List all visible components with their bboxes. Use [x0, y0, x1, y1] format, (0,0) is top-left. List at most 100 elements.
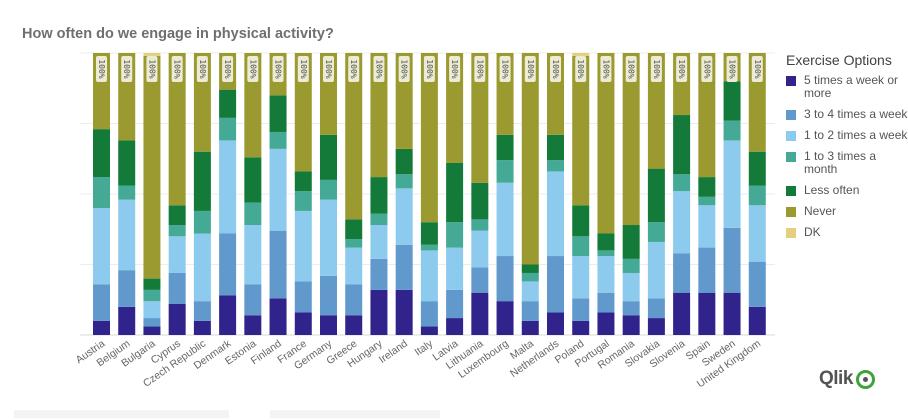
legend-item[interactable]: 1 to 2 times a week: [786, 129, 908, 142]
bar-segment: [270, 298, 287, 335]
bar-stack: 100%: [648, 53, 665, 335]
bar-segment: [623, 259, 640, 273]
bar-segment: [295, 171, 312, 191]
bar-segment: [320, 276, 337, 315]
total-label: 100%: [753, 59, 762, 78]
bar-segment: [471, 293, 488, 335]
logo-text: Qlik: [819, 368, 853, 390]
total-label: 100%: [400, 59, 409, 78]
bar-segment: [345, 315, 362, 335]
bar-segment: [143, 56, 160, 279]
total-label: 100%: [324, 59, 333, 78]
bar-segment: [93, 177, 110, 208]
bar-segment: [724, 293, 741, 335]
bar-segment: [194, 321, 211, 335]
bar-segment: [471, 183, 488, 220]
bars: 100% 100% 100% 100% 100% 100% 100% 100% 100% 100%…: [93, 53, 766, 335]
bar-segment: [648, 169, 665, 223]
bar-segment: [749, 307, 766, 335]
total-label: 100%: [450, 59, 459, 78]
bar-segment: [421, 222, 438, 245]
bar-segment: [345, 248, 362, 285]
faint-artifact: [270, 410, 440, 418]
bar-segment: [446, 290, 463, 318]
bar-segment: [648, 318, 665, 335]
bar-segment: [169, 205, 186, 225]
bar-segment: [648, 242, 665, 298]
legend-label: DK: [804, 226, 821, 239]
bar-segment: [623, 315, 640, 335]
bar-segment: [597, 250, 614, 256]
bar-segment: [572, 298, 589, 321]
total-label: 100%: [601, 59, 610, 78]
legend-label: 1 to 2 times a week: [804, 129, 907, 142]
total-label: 100%: [551, 59, 560, 78]
bar-segment: [396, 174, 413, 188]
bar-segment: [118, 200, 135, 271]
bar-stack: 100%: [421, 53, 438, 335]
total-label: 100%: [147, 59, 156, 78]
bar-stack: 100%: [698, 53, 715, 335]
bar-segment: [345, 219, 362, 239]
bar-segment: [648, 222, 665, 242]
bar-segment: [446, 222, 463, 247]
bar-segment: [143, 53, 160, 56]
bar-segment: [396, 188, 413, 244]
bar-stack: 100%: [244, 53, 261, 335]
bar-segment: [471, 219, 488, 230]
bar-segment: [572, 236, 589, 256]
bar-segment: [93, 208, 110, 284]
bar-stack: 100%: [446, 53, 463, 335]
bar-segment: [270, 132, 287, 149]
legend-item[interactable]: 3 to 4 times a week: [786, 108, 908, 121]
qlik-q-icon: [856, 370, 875, 389]
bar-segment: [522, 273, 539, 281]
bar-segment: [497, 160, 514, 183]
bar-segment: [421, 250, 438, 301]
bar-segment: [673, 174, 690, 191]
bar-segment: [244, 157, 261, 202]
bar-stack: 100%: [370, 53, 387, 335]
bar-stack: 100%: [597, 53, 614, 335]
bar-segment: [698, 177, 715, 197]
bar-segment: [270, 231, 287, 299]
bar-segment: [421, 301, 438, 326]
bar-segment: [547, 312, 564, 335]
bar-segment: [320, 200, 337, 276]
bar-stack: 100%: [219, 53, 236, 335]
bar-stack: 100%: [497, 53, 514, 335]
total-label: 100%: [349, 59, 358, 78]
total-label: 100%: [702, 59, 711, 78]
legend-item[interactable]: Never: [786, 205, 908, 218]
bar-segment: [143, 279, 160, 290]
legend: Exercise Options 5 times a week or more3…: [786, 52, 908, 247]
bar-segment: [522, 53, 539, 265]
legend-item[interactable]: Less often: [786, 184, 908, 197]
legend-item[interactable]: DK: [786, 226, 908, 239]
bar-segment: [118, 140, 135, 185]
bar-segment: [724, 121, 741, 141]
legend-swatch: [786, 110, 796, 120]
bar-segment: [547, 135, 564, 160]
legend-item[interactable]: 5 times a week or more: [786, 74, 908, 100]
bar-stack: 100%: [724, 53, 741, 335]
legend-item[interactable]: 1 to 3 times a month: [786, 150, 908, 176]
legend-swatch: [786, 186, 796, 196]
legend-swatch: [786, 131, 796, 141]
legend-label: 3 to 4 times a week: [804, 108, 907, 121]
bar-segment: [118, 186, 135, 200]
bar-segment: [597, 256, 614, 293]
total-label: 100%: [173, 59, 182, 78]
bar-segment: [194, 211, 211, 234]
bar-segment: [295, 191, 312, 211]
bar-segment: [446, 318, 463, 335]
bar-segment: [421, 245, 438, 251]
bar-segment: [194, 152, 211, 211]
total-label: 100%: [97, 59, 106, 78]
bar-segment: [497, 256, 514, 301]
total-label: 100%: [374, 59, 383, 78]
bar-segment: [396, 245, 413, 290]
total-label: 100%: [627, 59, 636, 78]
bar-segment: [673, 253, 690, 292]
bar-stack: 100%: [118, 53, 135, 335]
